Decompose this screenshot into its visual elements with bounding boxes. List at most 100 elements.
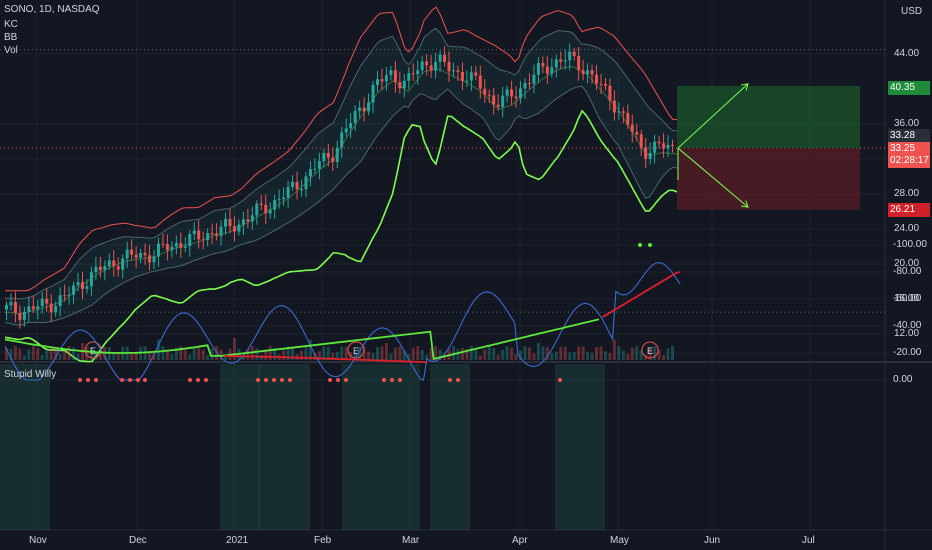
candle-body (286, 186, 290, 198)
price-tick-label: 36.00 (894, 118, 920, 129)
stop-zone (677, 148, 860, 210)
candle-body (49, 303, 53, 313)
oscillator-highlight (220, 364, 260, 530)
volume-bar (273, 348, 277, 360)
candle-body (648, 152, 652, 159)
volume-bar (621, 350, 625, 360)
volume-bar (371, 352, 375, 360)
indicator-vol[interactable]: Vol (4, 45, 18, 56)
volume-bar (568, 352, 572, 360)
signal-dot (78, 378, 82, 382)
signal-dot (256, 378, 260, 382)
volume-bar (626, 353, 630, 360)
candle-body (13, 302, 17, 313)
candle-body (541, 63, 545, 67)
signal-dot (204, 378, 208, 382)
oscillator-slow-line-down (224, 355, 427, 363)
candle-body (291, 181, 295, 187)
candle-body (523, 83, 527, 89)
candle-body (228, 219, 232, 226)
volume-bar (527, 347, 531, 360)
signal-dot (448, 378, 452, 382)
signal-dot (86, 378, 90, 382)
volume-bar (425, 354, 429, 360)
volume-bar (519, 350, 523, 360)
candle-body (89, 272, 93, 287)
candle-body (322, 152, 326, 162)
volume-bar (635, 346, 639, 360)
volume-bar (572, 352, 576, 360)
signal-dot (136, 378, 140, 382)
volume-bar (335, 351, 339, 360)
candle-body (273, 199, 277, 210)
candle-body (139, 252, 143, 258)
volume-bar (326, 347, 330, 360)
volume-bar (192, 348, 196, 360)
volume-bar (514, 354, 518, 360)
volume-bar (300, 350, 304, 360)
time-tick-label: Mar (402, 535, 420, 546)
volume-bar (532, 353, 536, 360)
volume-bar (331, 352, 335, 360)
volume-bar (170, 353, 174, 360)
indicator-kc[interactable]: KC (4, 19, 18, 30)
signal-dot (143, 378, 147, 382)
volume-bar (161, 346, 165, 360)
candle-body (313, 168, 317, 170)
candle-body (496, 104, 500, 107)
candle-body (107, 260, 111, 267)
volume-bar (590, 352, 594, 360)
volume-bar (89, 347, 93, 360)
volume-bar (183, 350, 187, 360)
volume-bar (380, 346, 384, 360)
oscillator-tick-label: -20.00 (893, 347, 922, 358)
candle-body (116, 266, 120, 270)
volume-bar (434, 346, 438, 360)
candle-body (398, 81, 402, 89)
candle-body (148, 255, 152, 263)
volume-bar (429, 348, 433, 360)
candle-body (308, 169, 312, 177)
oscillator-highlight (342, 364, 420, 530)
volume-bar (362, 346, 366, 360)
candle-body (241, 219, 245, 225)
candle-body (465, 80, 469, 82)
candle-body (103, 266, 107, 271)
candle-body (250, 215, 254, 222)
volume-bar (116, 352, 120, 360)
volume-bar (98, 351, 102, 360)
candle-body (170, 246, 174, 251)
volume-bar (45, 349, 49, 360)
arrow-head (741, 200, 749, 208)
candle-body (300, 189, 304, 191)
candle-body (31, 306, 35, 310)
candle-body (393, 70, 397, 82)
oscillator-tick-label: 0.00 (893, 374, 913, 385)
candle-body (447, 61, 451, 72)
indicator-bb[interactable]: BB (4, 32, 18, 43)
oscillator-panel (0, 243, 681, 530)
time-tick-label: Jun (704, 535, 721, 546)
volume-bar (492, 348, 496, 360)
candle-body (630, 124, 634, 133)
keltner-upper (4, 27, 677, 300)
volume-bar (353, 352, 357, 360)
volume-bar (402, 350, 406, 360)
oscillator-title[interactable]: Stupid Willy (4, 369, 57, 380)
volume-bar (94, 352, 98, 360)
price-tick-label: 20.00 (894, 258, 920, 269)
volume-bar (389, 353, 393, 360)
candle-body (340, 132, 344, 148)
candle-body (563, 60, 567, 62)
candle-body (22, 311, 26, 320)
candle-body (237, 224, 241, 232)
candle-body (326, 152, 330, 158)
candle-body (85, 286, 89, 289)
volume-bar (411, 347, 415, 360)
volume-bar (586, 351, 590, 360)
candle-body (317, 161, 321, 169)
candle-body (152, 256, 156, 263)
candle-body (375, 79, 379, 86)
candle-body (666, 144, 670, 149)
